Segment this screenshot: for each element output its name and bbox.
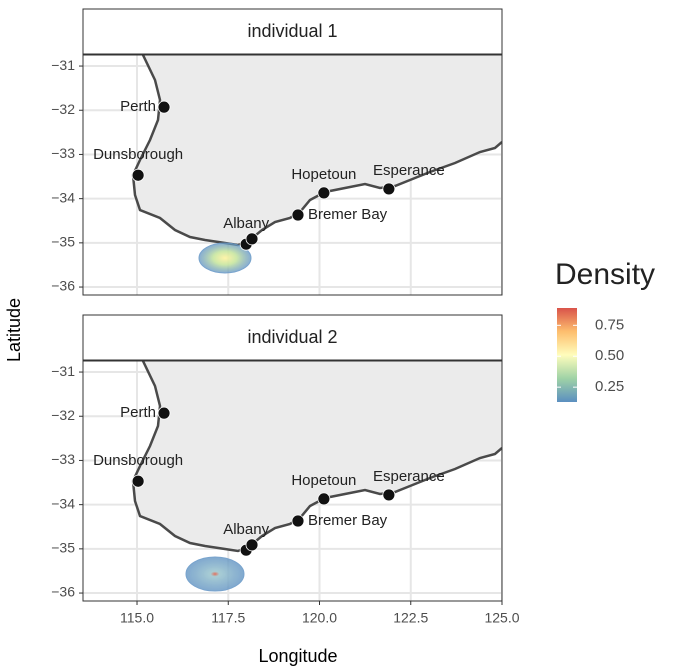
land [133,55,502,245]
y-tick-label: −33 [51,145,75,161]
legend-label: 0.25 [595,378,624,395]
y-tick-label: −35 [51,234,75,250]
city-label: Perth [120,404,156,421]
y-axis-label: Latitude [4,298,24,362]
city-label: Esperance [373,468,445,485]
city-label: Bremer Bay [308,512,388,529]
x-tick-label: 125.0 [484,610,519,626]
y-tick-label: −34 [51,495,75,511]
y-tick-label: −31 [51,57,75,73]
city-label: Hopetoun [291,472,356,489]
y-tick-label: −34 [51,189,75,205]
city-label: Albany [223,215,269,232]
city-point [245,538,259,552]
density-contour [198,242,252,274]
city-point [382,182,396,196]
x-tick-label: 122.5 [393,610,428,626]
y-tick-label: −32 [51,407,75,423]
city-label: Dunsborough [93,452,183,469]
x-tick-label: 117.5 [211,610,245,626]
panel-border [82,54,503,296]
city-label: Bremer Bay [308,206,388,223]
city-point [317,186,331,200]
legend-title: Density [555,258,655,291]
y-tick-label: −31 [51,363,75,379]
panel: Perth Dunsborough Hopetoun Esperance Bremer … [51,54,503,296]
city-label: Dunsborough [93,146,183,163]
city-point [382,488,396,502]
y-tick-label: −36 [51,278,75,294]
legend-label: 0.75 [595,316,624,333]
panel: Perth Dunsborough Hopetoun Esperance Bremer … [51,360,520,626]
x-tick-label: 115.0 [120,610,154,626]
city-point [291,514,305,528]
city-label: Albany [223,521,269,538]
density-contour [185,556,245,592]
y-tick-label: −32 [51,101,75,117]
y-tick-label: −33 [51,451,75,467]
facet-strip [82,8,503,56]
city-point [291,208,305,222]
land [133,361,502,551]
city-point [157,100,171,114]
city-point [245,232,259,246]
x-tick-label: 120.0 [302,610,337,626]
facet-title: individual 1 [247,21,337,41]
y-tick-label: −35 [51,540,75,556]
city-label: Perth [120,98,156,115]
city-point [157,406,171,420]
city-label: Esperance [373,162,445,179]
colorbar [557,308,577,402]
y-tick-label: −36 [51,584,75,600]
city-label: Hopetoun [291,166,356,183]
legend-label: 0.50 [595,347,624,364]
city-point [131,168,145,182]
x-axis-label: Longitude [258,646,337,666]
facet-strip [82,314,503,362]
panel-border [82,360,503,602]
facet-title: individual 2 [247,327,337,347]
city-point [131,474,145,488]
city-point [317,492,331,506]
